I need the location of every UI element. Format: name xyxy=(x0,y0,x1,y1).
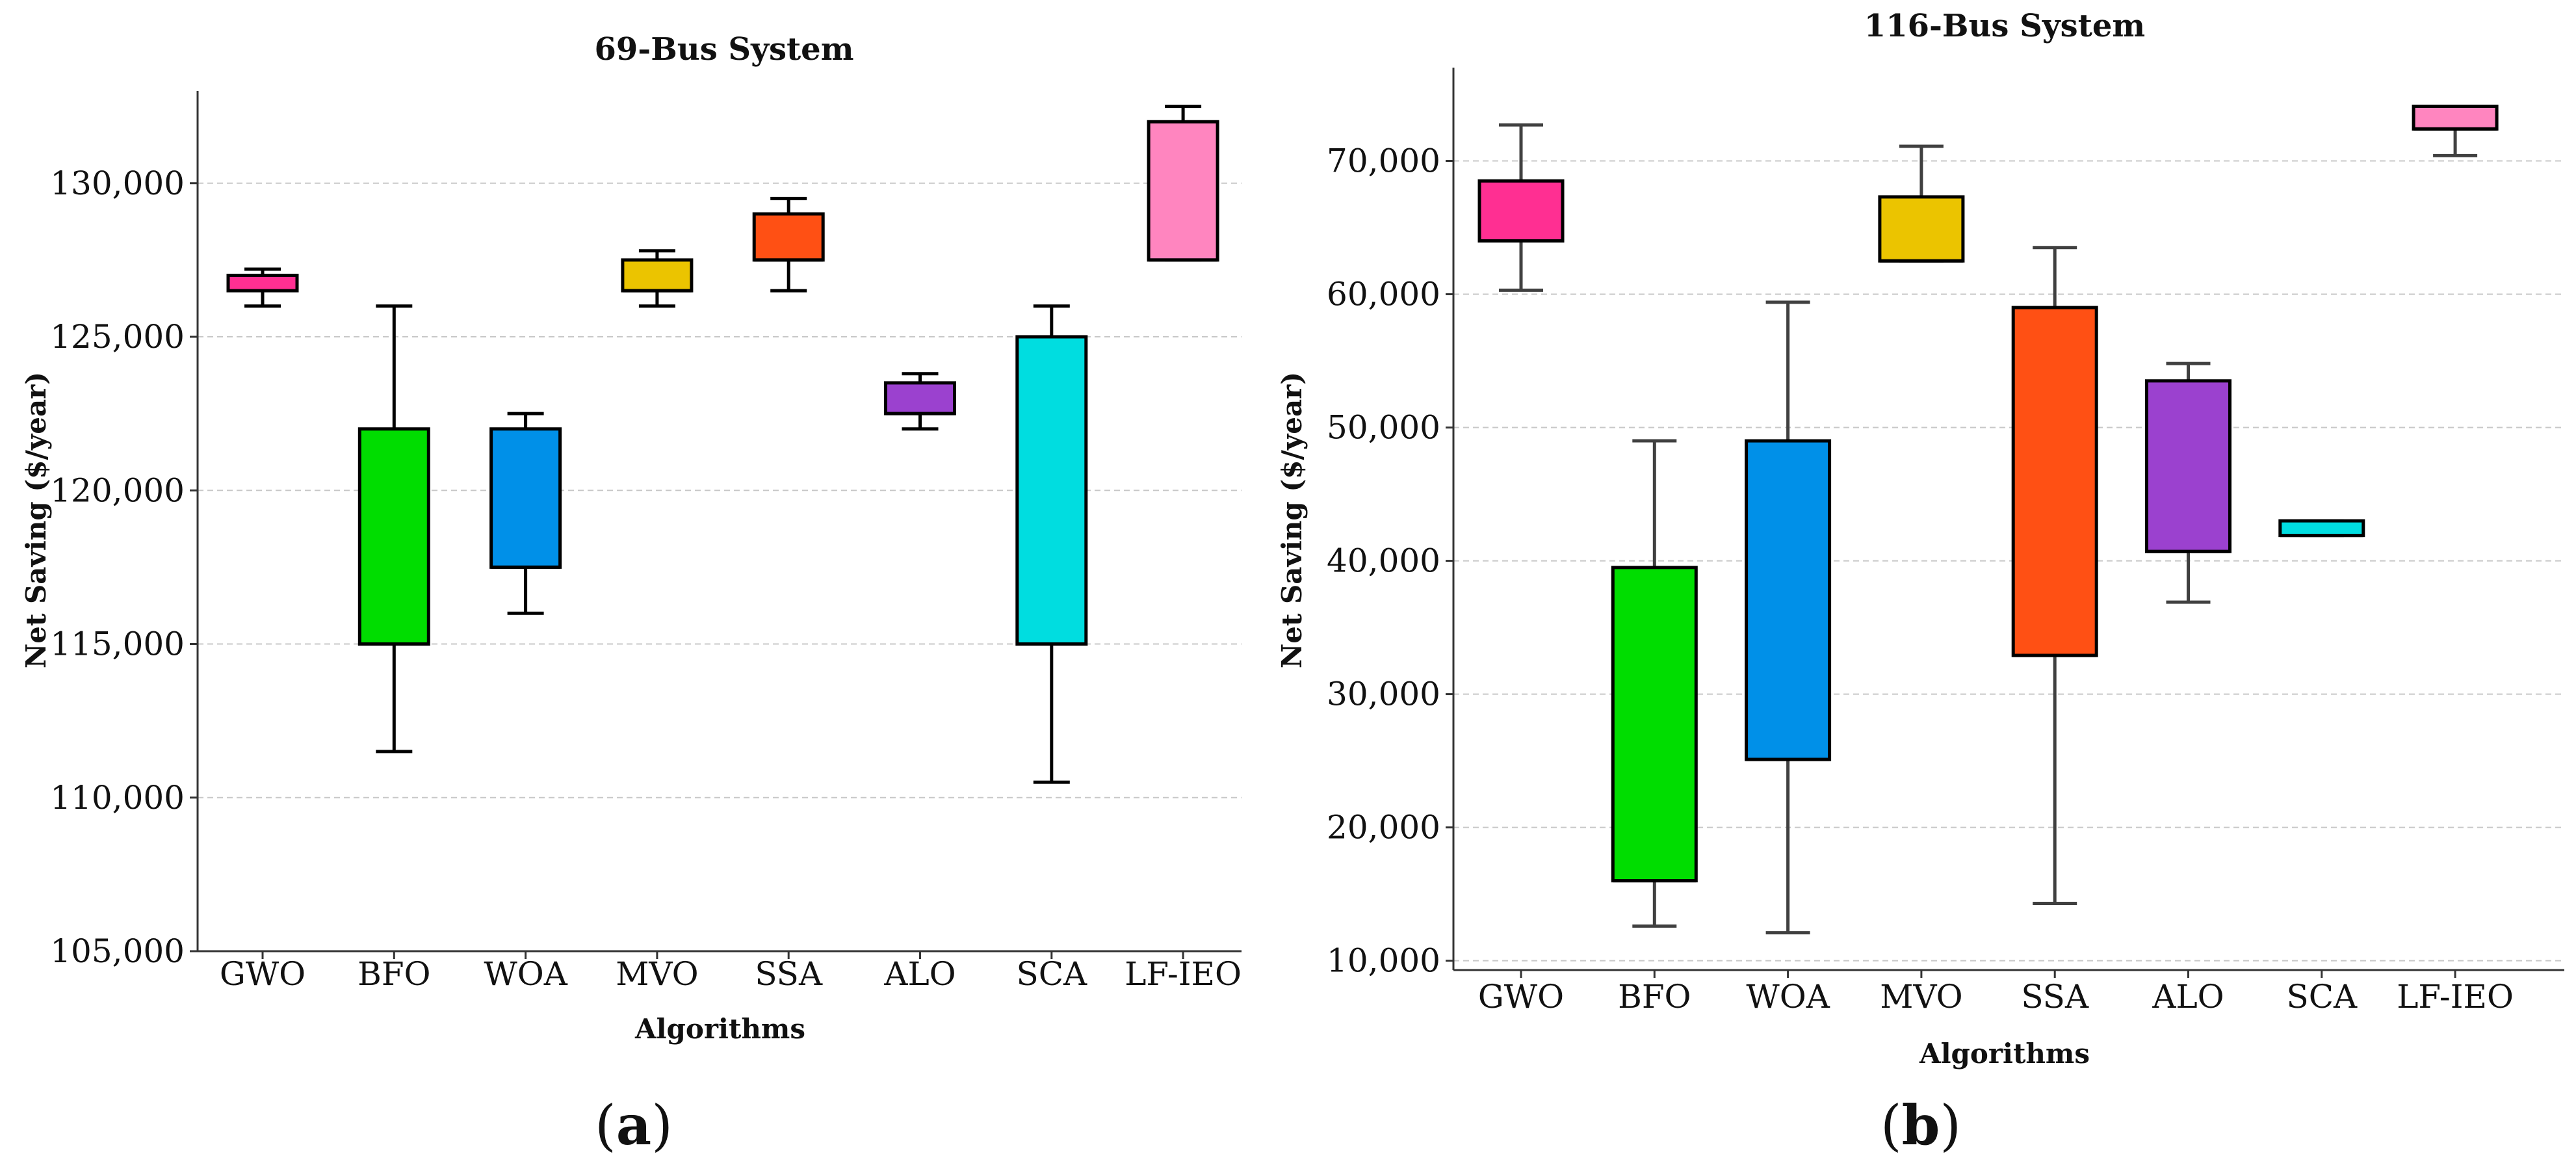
box-body xyxy=(1147,120,1219,262)
y-tick-label: 120,000 xyxy=(50,471,185,509)
x-tick-label: ALO xyxy=(883,955,956,993)
y-tick-label: 20,000 xyxy=(1327,809,1440,847)
box-alo xyxy=(2145,361,2231,604)
chart-title: 116-Bus System xyxy=(1864,8,2145,44)
panel-a-69-bus: 69-Bus System 105,000 110,000 115,000 120,0… xyxy=(20,31,1242,1157)
panel-caption-a: (a) xyxy=(595,1093,673,1157)
panel-letter: a xyxy=(616,1093,651,1157)
box-lf-ieo xyxy=(1147,105,1219,262)
box-body xyxy=(1878,195,1965,263)
y-tick-label: 125,000 xyxy=(50,318,185,356)
y-tick-label: 10,000 xyxy=(1327,942,1440,980)
y-tick-label: 40,000 xyxy=(1327,542,1440,580)
box-gwo xyxy=(1477,123,1565,292)
y-tick-label: 50,000 xyxy=(1327,409,1440,447)
box-body xyxy=(2412,104,2499,131)
x-axis-ticks: GWO BFO WOA MVO SSA ALO SCA LF-IEO xyxy=(1478,970,2514,1016)
box-plots xyxy=(226,105,1219,784)
box-body xyxy=(884,381,956,415)
box-body xyxy=(226,274,299,293)
x-tick-label: LF-IEO xyxy=(2397,978,2514,1016)
box-sca xyxy=(2278,519,2365,538)
box-body xyxy=(1477,179,1565,243)
y-tick-label: 60,000 xyxy=(1327,276,1440,313)
box-body xyxy=(358,427,430,646)
x-tick-label: SSA xyxy=(2021,978,2089,1016)
x-tick-label: SSA xyxy=(755,955,823,993)
box-body xyxy=(621,258,694,293)
box-body xyxy=(489,427,562,569)
y-tick-label: 30,000 xyxy=(1327,676,1440,713)
y-tick-label: 130,000 xyxy=(50,164,185,202)
panel-b-116-bus: 116-Bus System 10,000 20,000 30,000 40,000 5… xyxy=(1276,8,2564,1157)
x-tick-label: GWO xyxy=(1478,978,1564,1016)
x-tick-label: GWO xyxy=(220,955,306,993)
box-mvo xyxy=(621,249,694,308)
y-axis-ticks: 10,000 20,000 30,000 40,000 50,000 60,000 70,0… xyxy=(1327,142,1453,980)
x-axis-label: Algorithms xyxy=(634,1013,805,1045)
x-tick-label: WOA xyxy=(1746,978,1830,1016)
y-tick-label: 115,000 xyxy=(50,625,185,663)
box-bfo xyxy=(1611,439,1698,928)
box-gwo xyxy=(226,267,299,308)
x-tick-label: LF-IEO xyxy=(1125,955,1242,993)
box-mvo xyxy=(1878,144,1965,263)
panel-caption-b: (b) xyxy=(1880,1093,1961,1157)
box-woa xyxy=(1745,300,1832,935)
box-ssa xyxy=(752,196,825,293)
x-axis-label: Algorithms xyxy=(1919,1038,2090,1070)
box-body xyxy=(1745,439,1832,761)
box-body xyxy=(1611,566,1698,883)
box-body xyxy=(2278,519,2365,538)
y-axis-label: Net Saving ($/year) xyxy=(20,372,52,668)
box-bfo xyxy=(358,304,430,754)
y-tick-label: 70,000 xyxy=(1327,142,1440,180)
x-tick-label: BFO xyxy=(1618,978,1691,1016)
x-axis-ticks: GWO BFO WOA MVO SSA ALO SCA LF-IEO xyxy=(220,951,1242,993)
box-body xyxy=(752,212,825,262)
y-tick-label: 105,000 xyxy=(50,932,185,970)
box-body xyxy=(2011,306,2098,657)
y-tick-label: 110,000 xyxy=(50,779,185,817)
x-tick-label: BFO xyxy=(358,955,430,993)
x-tick-label: MVO xyxy=(1880,978,1962,1016)
chart-title: 69-Bus System xyxy=(595,31,854,68)
panel-letter: b xyxy=(1902,1093,1940,1157)
y-axis-label: Net Saving ($/year) xyxy=(1276,372,1308,668)
box-lf-ieo xyxy=(2412,104,2499,157)
x-tick-label: SCA xyxy=(1016,955,1087,993)
x-tick-label: MVO xyxy=(616,955,698,993)
x-tick-label: SCA xyxy=(2286,978,2358,1016)
x-tick-label: ALO xyxy=(2152,978,2224,1016)
box-plots xyxy=(1477,104,2499,935)
box-sca xyxy=(1015,304,1088,784)
box-alo xyxy=(884,372,956,431)
box-ssa xyxy=(2011,246,2098,905)
box-body xyxy=(2145,379,2231,553)
x-tick-label: WOA xyxy=(484,955,567,993)
box-body xyxy=(1015,335,1088,646)
box-woa xyxy=(489,412,562,615)
y-axis-ticks: 105,000 110,000 115,000 120,000 125,000 130,0… xyxy=(50,164,198,970)
